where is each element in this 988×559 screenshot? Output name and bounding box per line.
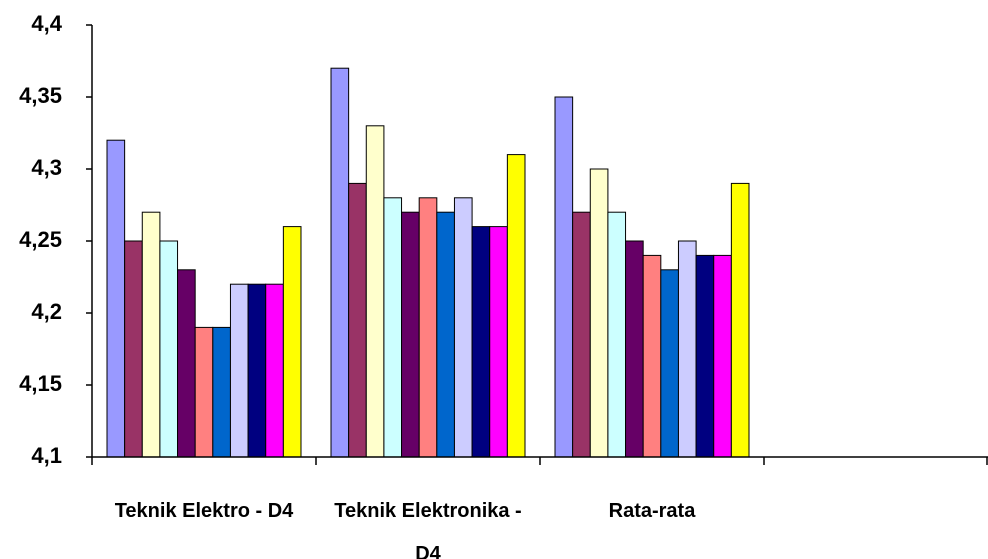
y-tick-label: 4,35 — [19, 83, 62, 108]
bar — [177, 269, 196, 458]
bar — [106, 139, 126, 458]
bar — [572, 211, 591, 458]
bar — [730, 182, 750, 458]
y-tick-label: 4,2 — [31, 299, 62, 324]
bar — [436, 211, 455, 458]
bar — [401, 211, 420, 458]
bar — [418, 197, 438, 458]
bar — [471, 226, 491, 458]
y-tick-label: 4,15 — [19, 371, 62, 396]
bar — [660, 269, 679, 458]
x-tick-label: Rata-rata — [608, 500, 696, 522]
y-tick-label: 4,4 — [31, 11, 62, 36]
bar — [677, 240, 697, 458]
bar — [589, 168, 609, 458]
y-tick-label: 4,3 — [31, 155, 62, 180]
bar — [141, 211, 161, 458]
bar — [607, 211, 627, 458]
bar — [453, 197, 473, 458]
bar — [247, 283, 267, 458]
y-tick-label: 4,1 — [31, 443, 62, 468]
bar — [383, 197, 403, 458]
bar — [695, 254, 715, 458]
bar — [348, 182, 367, 458]
bar — [212, 326, 231, 458]
y-tick-label: 4,25 — [19, 227, 62, 252]
bar — [554, 96, 574, 458]
bar — [159, 240, 179, 458]
bar — [642, 254, 662, 458]
bar — [365, 125, 385, 458]
x-tick-label: Teknik Elektronika -D4 — [334, 500, 522, 559]
bar — [229, 283, 249, 458]
bar — [124, 240, 143, 458]
bar — [194, 326, 214, 458]
bar — [265, 283, 284, 458]
bar — [282, 226, 302, 458]
bar — [330, 67, 350, 458]
bar — [625, 240, 644, 458]
bar — [489, 226, 508, 458]
x-tick-label: Teknik Elektro - D4 — [114, 500, 294, 522]
bar — [506, 154, 526, 458]
bar — [713, 254, 732, 458]
